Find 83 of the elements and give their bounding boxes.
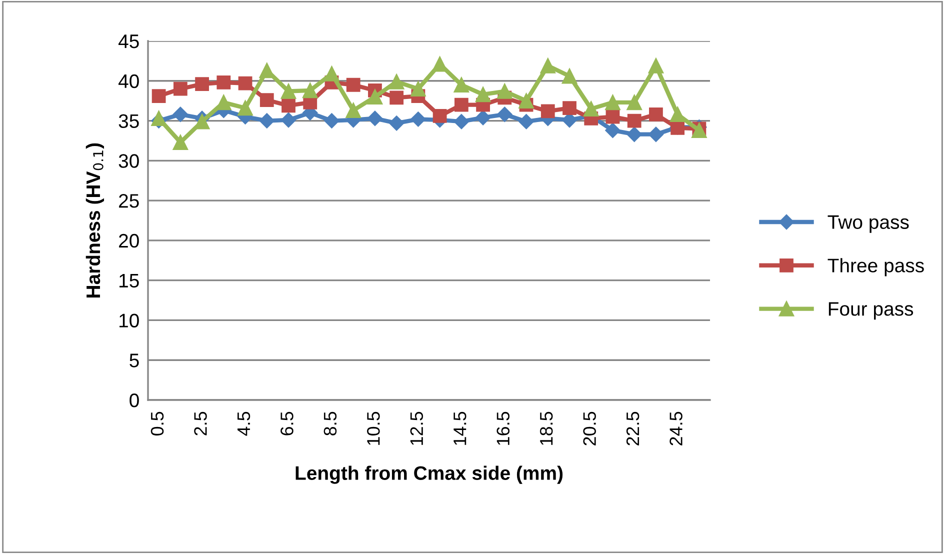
- point: [389, 116, 404, 131]
- y-tick-label: 10: [120, 314, 139, 328]
- point: [367, 110, 383, 126]
- point: [259, 113, 274, 128]
- point: [540, 104, 555, 118]
- point: [410, 81, 426, 97]
- y-tick-label: 30: [118, 154, 139, 168]
- point: [562, 101, 576, 115]
- point: [432, 109, 447, 123]
- point: [259, 62, 275, 78]
- point: [324, 113, 340, 128]
- point: [216, 76, 231, 90]
- y-tick-label: 20: [119, 234, 139, 248]
- x-tick-label: 18.5: [540, 412, 553, 445]
- point: [454, 98, 468, 112]
- point: [454, 77, 470, 93]
- point: [606, 110, 620, 124]
- point: [649, 107, 663, 122]
- point: [151, 110, 166, 126]
- point: [302, 82, 318, 98]
- point: [605, 94, 620, 110]
- point: [605, 122, 620, 138]
- x-tick-label: 2.5: [194, 412, 207, 436]
- legend-label: Three pass: [828, 258, 924, 276]
- point: [626, 94, 642, 110]
- x-tick-label: 14.5: [454, 412, 466, 445]
- x-tick-label: 0.5: [150, 412, 164, 436]
- point: [280, 112, 296, 128]
- point: [670, 106, 686, 122]
- x-tick-label: 24.5: [670, 412, 682, 446]
- point: [432, 56, 448, 72]
- point: [583, 101, 599, 116]
- point: [497, 106, 512, 122]
- point: [194, 114, 210, 130]
- x-axis-title: Length from Cmax side (mm): [296, 466, 563, 484]
- x-tick-label: 10.5: [367, 412, 380, 445]
- point: [627, 114, 642, 128]
- point: [216, 94, 232, 110]
- x-tick-label: 20.5: [583, 412, 596, 446]
- point: [648, 58, 664, 74]
- y-tick-label: 5: [130, 354, 139, 368]
- point: [562, 68, 578, 84]
- x-tick-label: 4.5: [238, 412, 250, 436]
- point: [475, 110, 491, 126]
- x-tick-label: 6.5: [280, 412, 294, 436]
- point: [367, 89, 383, 104]
- point: [238, 76, 252, 90]
- point: [260, 93, 274, 107]
- y-tick-label: 35: [118, 114, 139, 128]
- point: [454, 114, 469, 130]
- point: [152, 89, 166, 103]
- point: [540, 58, 556, 74]
- point: [518, 93, 534, 108]
- y-tick-label: 15: [120, 274, 139, 288]
- x-tick-label: 22.5: [626, 412, 640, 446]
- point: [475, 86, 491, 102]
- x-tick-label: 12.5: [410, 412, 424, 445]
- point: [324, 66, 340, 82]
- x-tick-label: 16.5: [496, 412, 510, 445]
- point: [346, 102, 361, 118]
- point: [390, 90, 404, 105]
- y-axis-title: Hardness (HV$_{0.1}$): [86, 143, 104, 298]
- point: [282, 98, 296, 113]
- point: [626, 126, 642, 142]
- point: [388, 74, 404, 90]
- legend-label: Two pass: [828, 215, 909, 233]
- point: [497, 84, 512, 99]
- x-tick-label: 8.5: [324, 412, 337, 436]
- point: [648, 126, 664, 142]
- point: [195, 77, 209, 92]
- y-tick-label: 25: [119, 194, 139, 208]
- point: [280, 84, 296, 99]
- y-tick-label: 40: [118, 74, 139, 88]
- point: [346, 78, 360, 92]
- point: [172, 134, 188, 150]
- legend-label: Four pass: [828, 302, 914, 320]
- point: [518, 114, 534, 130]
- y-tick-label: 0: [130, 393, 139, 408]
- point: [173, 82, 188, 96]
- point: [238, 100, 253, 116]
- point: [410, 112, 426, 127]
- point: [172, 106, 188, 122]
- y-tick-label: 45: [118, 34, 139, 48]
